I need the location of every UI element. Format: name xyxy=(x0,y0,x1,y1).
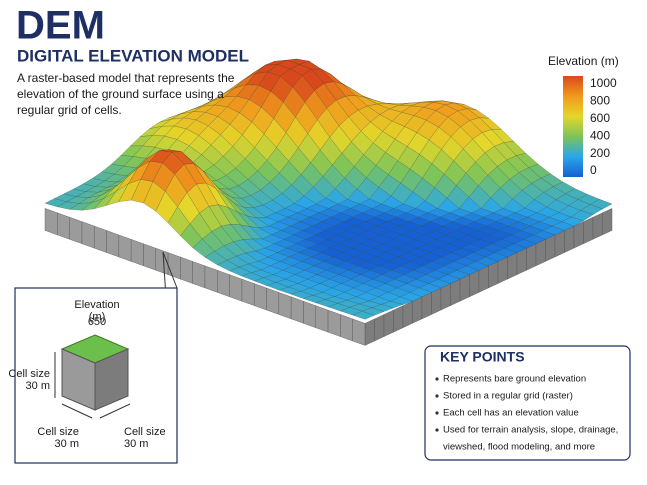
colorbar-tick-label: 200 xyxy=(590,146,610,160)
colorbar xyxy=(563,76,583,177)
wall-segment xyxy=(254,283,267,311)
wall-segment xyxy=(383,309,394,337)
wall-segment xyxy=(266,287,280,315)
description-line: regular grid of cells. xyxy=(17,103,122,117)
wall-segment xyxy=(290,296,304,324)
key-point: Used for terrain analysis, slope, draina… xyxy=(443,425,618,436)
bullet xyxy=(435,428,439,432)
wall-segment xyxy=(130,239,144,267)
key-points-box xyxy=(424,345,631,461)
terrain-cell xyxy=(352,311,376,320)
wall-segment xyxy=(57,212,70,240)
wall-segment xyxy=(583,216,594,244)
wall-segment xyxy=(573,221,584,249)
inset-label: Cell size xyxy=(37,426,79,438)
key-point: Stored in a regular grid (raster) xyxy=(443,391,573,402)
wall-segment xyxy=(241,278,255,306)
wall-segment xyxy=(180,256,193,284)
wall-segment xyxy=(431,287,442,315)
description: A raster-based model that represents the… xyxy=(17,71,235,117)
wall-segment xyxy=(554,230,565,258)
wall-segment xyxy=(440,283,451,311)
colorbar-ticks: 1000 800 600 400 200 0 xyxy=(590,76,617,177)
title: DEM xyxy=(16,4,105,48)
wall-segment xyxy=(393,305,404,333)
wall-segment xyxy=(69,216,83,244)
wall-segment xyxy=(564,225,575,253)
inset-label: Cell size xyxy=(8,368,50,380)
wall-segment xyxy=(488,261,499,289)
bullet xyxy=(435,394,439,398)
bullet xyxy=(435,377,439,381)
wall-segment xyxy=(303,301,316,328)
subtitle: DIGITAL ELEVATION MODEL xyxy=(17,46,249,65)
wall-segment xyxy=(364,318,375,346)
wall-segment xyxy=(352,318,366,346)
key-point: Represents bare ground elevation xyxy=(443,374,586,385)
wall-segment xyxy=(94,225,107,253)
inset-label: Cell size xyxy=(124,426,166,438)
wall-segment xyxy=(44,208,58,236)
wall-segment xyxy=(278,292,292,320)
description-line: elevation of the ground surface using a xyxy=(17,87,224,101)
cell-side xyxy=(94,348,129,411)
wall-segment xyxy=(106,230,120,258)
wall-segment xyxy=(118,234,132,262)
inset-label: 30 m xyxy=(124,438,148,450)
description-line: A raster-based model that represents the xyxy=(17,71,235,85)
inset-label: (m) xyxy=(89,311,106,323)
wall-segment xyxy=(315,305,329,333)
colorbar-tick-label: 600 xyxy=(590,111,610,125)
wall-segment xyxy=(143,243,156,271)
colorbar-tick-label: 1000 xyxy=(590,76,617,90)
key-point: viewshed, flood modeling, and more xyxy=(443,442,595,453)
inset-value: 650 xyxy=(88,316,106,328)
key-point: Each cell has an elevation value xyxy=(443,408,579,419)
wall-segment xyxy=(374,314,385,342)
wall-segment xyxy=(217,270,230,298)
colorbar-tick-label: 800 xyxy=(590,94,610,108)
terrain xyxy=(44,58,613,346)
colorbar-tick-label: 0 xyxy=(590,163,597,177)
dimension-line xyxy=(61,403,93,419)
wall-segment xyxy=(478,265,489,293)
wall-segment xyxy=(592,212,603,240)
wall-segment xyxy=(167,252,181,280)
wall-segment xyxy=(602,208,613,236)
wall-segment xyxy=(402,300,413,329)
wall-segment xyxy=(340,314,353,342)
wall-segment xyxy=(516,247,527,275)
inset-label: 30 m xyxy=(55,438,79,450)
bullet xyxy=(435,411,439,415)
dimension-line xyxy=(99,403,131,419)
wall-segment xyxy=(327,309,341,337)
key-points-title: KEY POINTS xyxy=(440,349,525,365)
wall-segment xyxy=(204,265,218,293)
wall-segment xyxy=(526,243,537,271)
wall-segment xyxy=(81,221,95,249)
inset-label: Elevation xyxy=(74,299,119,311)
colorbar-tick-label: 400 xyxy=(590,128,610,142)
callout-line xyxy=(162,251,178,289)
wall-segment xyxy=(469,270,480,298)
key-points-list: Represents bare ground elevation Stored i… xyxy=(435,374,618,453)
inset-label: 30 m xyxy=(26,380,50,392)
wall-segment xyxy=(192,261,206,289)
legend-title: Elevation (m) xyxy=(548,54,619,68)
wall-segment xyxy=(229,274,243,302)
